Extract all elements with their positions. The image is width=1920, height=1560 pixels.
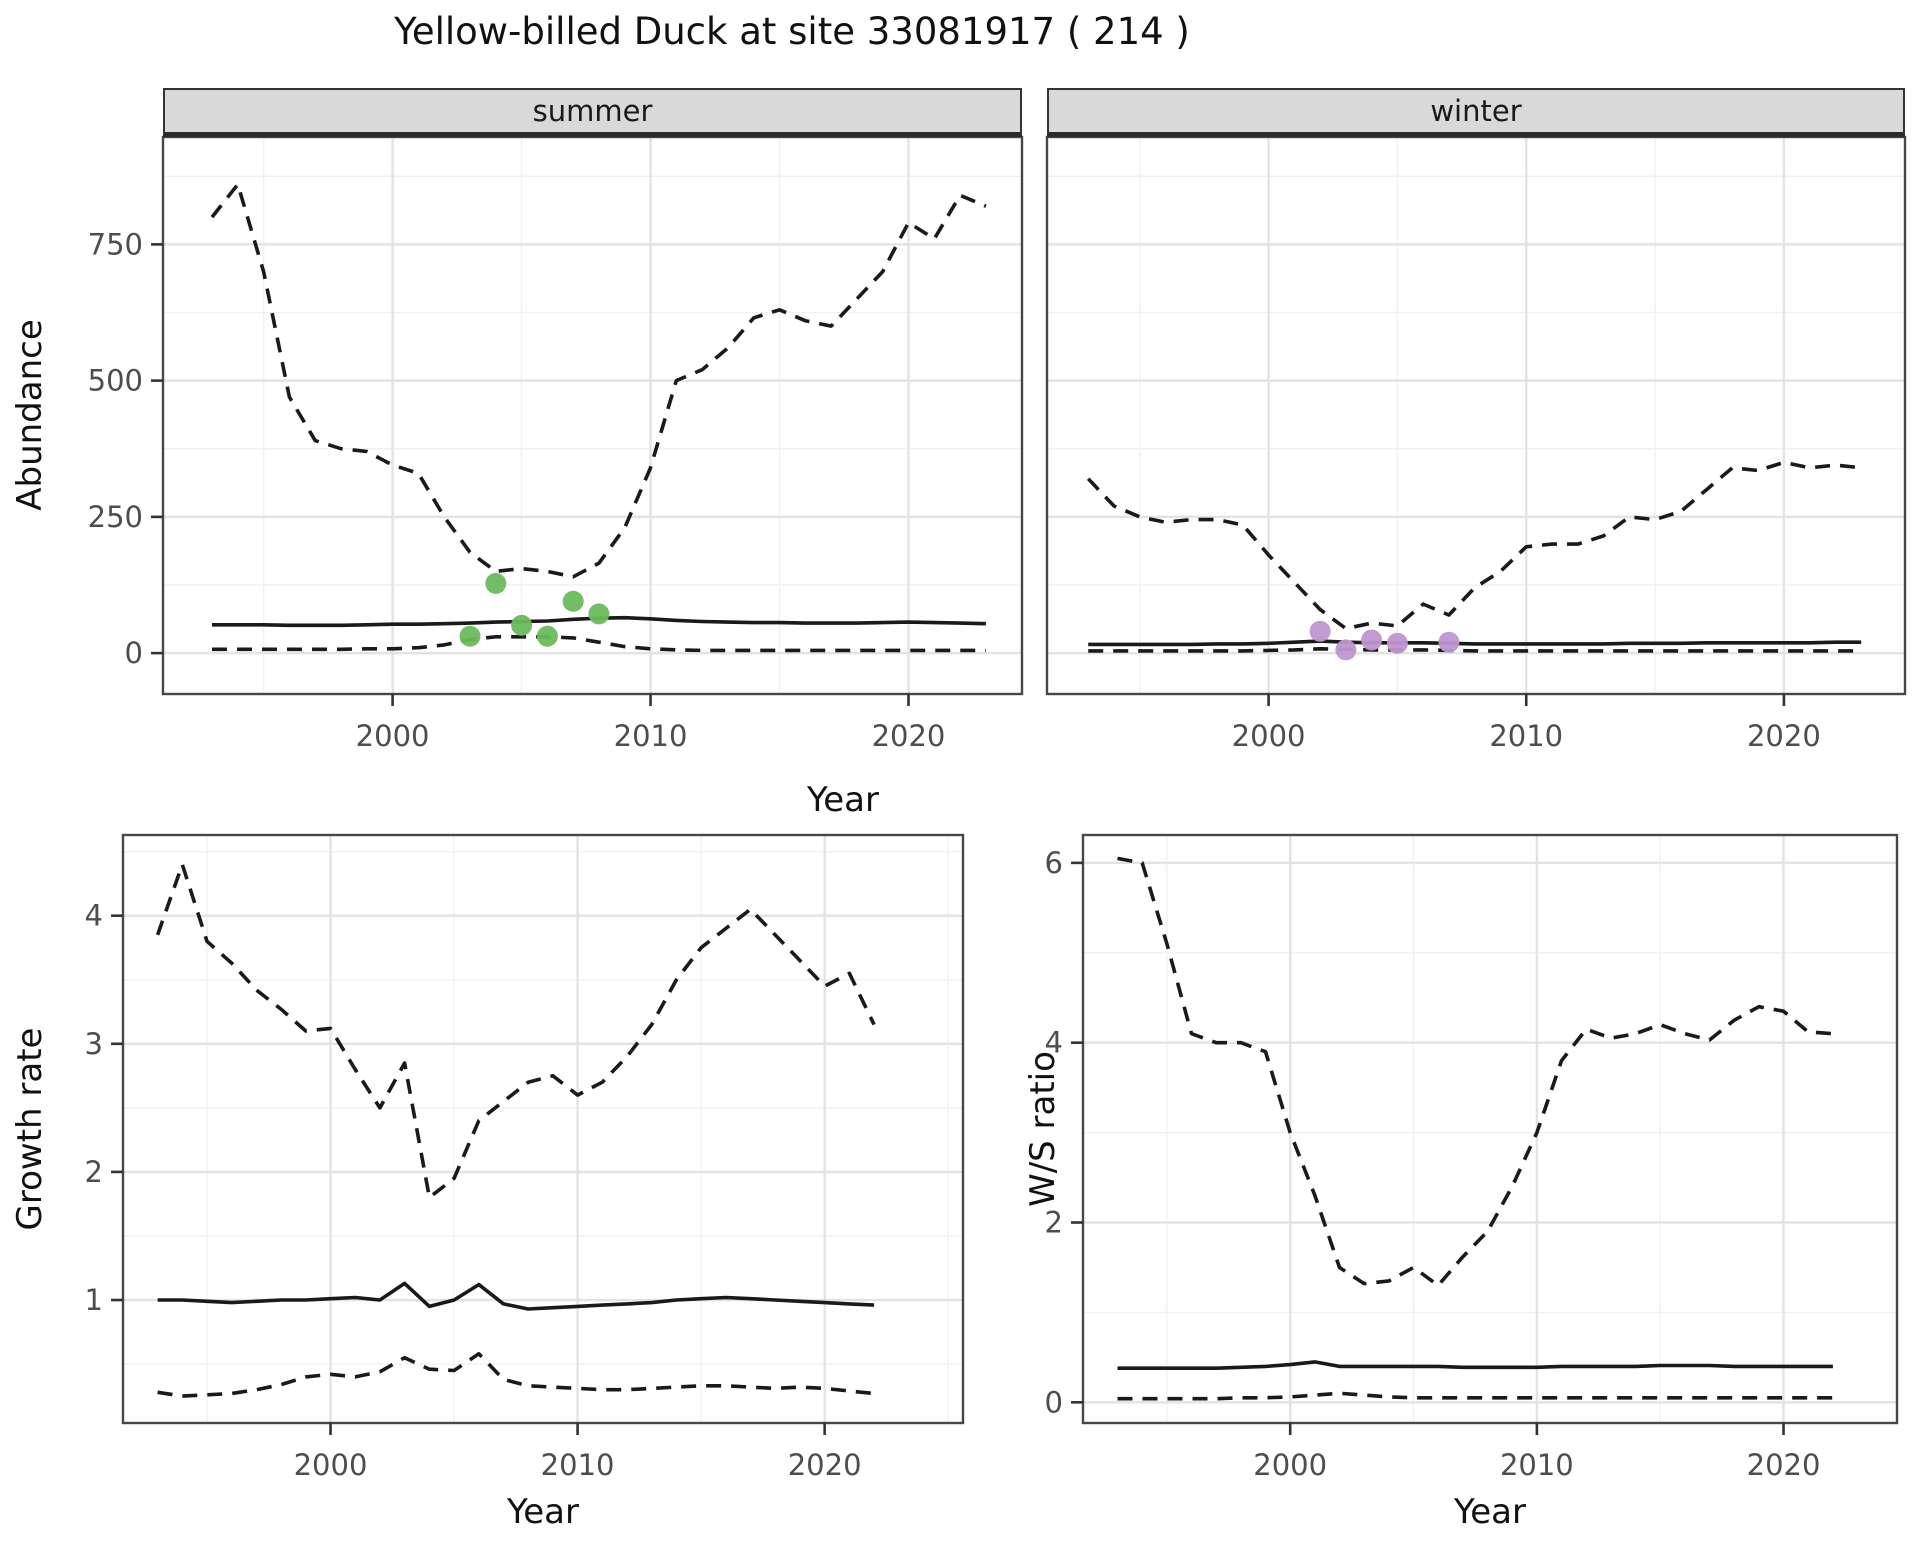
median-line	[157, 1281, 875, 1311]
data-point	[511, 614, 533, 636]
lower-ci-line	[1117, 1391, 1833, 1401]
gridlines	[1083, 835, 1897, 1423]
y-tick-label: 3	[85, 1027, 103, 1061]
x-axis-label-year-bottom-left: Year	[507, 1492, 579, 1532]
facet-strip-summer: summer	[163, 88, 1022, 137]
winter-lower-ci-line	[1088, 646, 1862, 653]
observed-winter-counts	[1309, 620, 1460, 661]
x-tick-label: 2000	[356, 719, 430, 753]
y-axis-label-ws-ratio: W/S ratio	[1023, 1051, 1063, 1207]
axis-ticks: 2000 2010 2020 0 250 500 750	[88, 227, 946, 753]
y-tick-label: 0	[1045, 1385, 1063, 1419]
panel-border	[121, 833, 965, 1425]
axis-ticks: 2000 2010 2020 0 2 4 6	[1045, 846, 1821, 1482]
observed-summer-counts	[459, 572, 610, 647]
series-lines	[1117, 856, 1834, 1401]
panel-border	[1045, 135, 1907, 696]
axis-ticks: 2000 2010 2020	[1232, 694, 1821, 753]
y-tick-label: 6	[1045, 846, 1063, 880]
series-lines	[210, 182, 987, 653]
x-tick-label: 2020	[1747, 719, 1821, 753]
data-point	[1386, 632, 1408, 654]
upper-ci-line	[155, 862, 876, 1200]
data-point	[459, 625, 481, 647]
panel-border	[161, 135, 1024, 696]
lower-ci-line	[157, 1352, 875, 1398]
x-tick-label: 2000	[1253, 1448, 1327, 1482]
x-tick-label: 2020	[1747, 1448, 1821, 1482]
upper-ci-line	[1117, 856, 1834, 1288]
gridlines	[163, 137, 1022, 694]
gridlines	[123, 835, 963, 1423]
y-axis-label-growth-rate: Growth rate	[10, 1027, 50, 1231]
x-tick-label: 2010	[614, 719, 688, 753]
facet-strip-summer-label: summer	[532, 94, 653, 128]
data-point	[1309, 620, 1331, 642]
data-point	[1335, 639, 1357, 661]
panel-abundance-winter: 2000 2010 2020	[1045, 135, 1907, 753]
y-tick-label: 2	[85, 1155, 103, 1189]
data-point	[1438, 631, 1460, 653]
data-point	[1361, 629, 1383, 651]
x-tick-label: 2020	[788, 1448, 862, 1482]
y-tick-label: 2	[1045, 1206, 1063, 1240]
y-tick-label: 250	[88, 500, 143, 534]
panel-ws-ratio: 2000 2010 2020 0 2 4 6	[1045, 833, 1899, 1482]
x-tick-label: 2000	[294, 1448, 368, 1482]
median-line	[1117, 1360, 1833, 1370]
y-tick-label: 1	[85, 1283, 103, 1317]
winter-median-line	[1088, 639, 1862, 647]
facet-strip-winter: winter	[1047, 88, 1905, 137]
y-tick-label: 4	[1045, 1026, 1063, 1060]
x-tick-label: 2020	[872, 719, 946, 753]
x-axis-label-year-top: Year	[807, 780, 879, 820]
x-tick-label: 2000	[1232, 719, 1306, 753]
summer-upper-ci-line	[210, 182, 987, 579]
summer-lower-ci-line	[212, 634, 986, 653]
panel-growth-rate: 2000 2010 2020 1 2 3 4	[85, 833, 965, 1482]
x-tick-label: 2010	[1500, 1448, 1574, 1482]
x-tick-label: 2010	[1489, 719, 1563, 753]
x-axis-label-year-bottom-right: Year	[1454, 1492, 1526, 1532]
facet-strip-winter-label: winter	[1430, 94, 1522, 128]
data-point	[562, 590, 584, 612]
data-point	[485, 572, 507, 594]
y-tick-label: 0	[125, 636, 143, 670]
x-tick-label: 2010	[541, 1448, 615, 1482]
series-lines	[1086, 460, 1862, 653]
data-point	[588, 603, 610, 625]
y-tick-label: 500	[88, 364, 143, 398]
plot-title: Yellow-billed Duck at site 33081917 ( 21…	[394, 10, 1190, 53]
series-lines	[155, 862, 876, 1398]
panel-abundance-summer: 2000 2010 2020 0 250 500 750	[88, 135, 1024, 753]
y-tick-label: 4	[85, 899, 103, 933]
y-axis-label-abundance: Abundance	[10, 319, 50, 511]
y-tick-label: 750	[88, 227, 143, 261]
data-point	[536, 625, 558, 647]
axis-ticks: 2000 2010 2020 1 2 3 4	[85, 899, 862, 1482]
winter-upper-ci-line	[1086, 460, 1862, 631]
panel-border	[1081, 833, 1899, 1425]
gridlines	[1047, 137, 1905, 694]
